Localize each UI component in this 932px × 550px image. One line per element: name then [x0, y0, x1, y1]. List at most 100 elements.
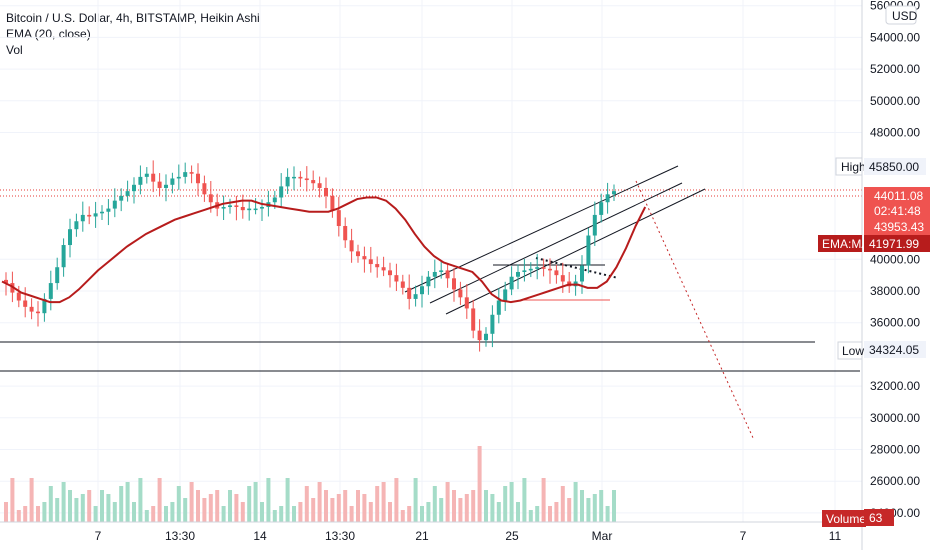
candle-body [330, 195, 335, 211]
candle-body [477, 330, 482, 341]
last-price: 44011.08 [874, 189, 923, 203]
candle-body [349, 240, 354, 252]
candle-body [170, 178, 175, 185]
candle-body [407, 287, 412, 299]
channel-line [404, 165, 679, 293]
volume-bar [23, 506, 28, 522]
x-tick-label: 21 [415, 529, 429, 543]
candle-body [426, 276, 431, 287]
volume-bar [48, 486, 53, 522]
last-price-tag [864, 187, 930, 237]
chart-grid [0, 0, 862, 522]
volume-bar [208, 494, 213, 522]
candle-body [29, 306, 34, 312]
volume-bar [426, 502, 431, 522]
volume-bar [176, 486, 181, 522]
volume-bar [247, 486, 252, 522]
volume-bar [554, 502, 559, 522]
volume-bar [560, 486, 565, 522]
volume-bar [484, 490, 488, 522]
candle-body [586, 235, 591, 266]
candle-body [272, 197, 277, 203]
candle-body [23, 300, 28, 307]
open-price: 43953.43 [874, 220, 924, 234]
x-tick-label: 11 [829, 529, 842, 543]
candle-body [554, 270, 559, 276]
y-tick-label: 48000.00 [870, 126, 920, 140]
volume-bar [349, 506, 354, 522]
candle-body [439, 270, 444, 272]
volume-bar [567, 498, 572, 522]
candle-body [484, 333, 488, 341]
volume-bar [375, 486, 380, 522]
x-tick-label: Mar [592, 529, 613, 543]
x-tick-label: 7 [740, 529, 747, 543]
candle-body [176, 176, 181, 179]
volume-bar [68, 490, 72, 522]
volume-bar [317, 482, 322, 522]
candle-body [580, 265, 584, 282]
volume-label-bg [822, 510, 866, 527]
volume-bar [42, 502, 47, 522]
y-tick-label: 40000.00 [870, 252, 920, 266]
price-axis: 56000.0054000.0052000.0050000.0048000.00… [861, 0, 920, 550]
volume-bar [112, 502, 117, 522]
vol-legend: Vol [6, 43, 23, 57]
candle-body [368, 259, 373, 265]
candle-body [503, 289, 508, 301]
candle-body [458, 289, 463, 298]
volume-bar [420, 506, 424, 522]
candle-body [528, 268, 533, 271]
low-label: Low [842, 344, 864, 358]
volume-bar [535, 506, 540, 522]
volume-bar [272, 510, 277, 522]
dotted-trend [535, 257, 619, 279]
x-tick-label: 13:30 [165, 529, 195, 543]
volume-bar [253, 482, 258, 522]
candle-body [247, 208, 252, 211]
y-tick-label: 32000.00 [870, 379, 920, 393]
candle-body [336, 210, 341, 227]
candle-body [452, 278, 456, 290]
x-tick-label: 25 [505, 529, 519, 543]
currency-badge [885, 5, 917, 25]
volume-bar [215, 490, 220, 522]
candle-body [87, 214, 92, 217]
currency-label: USD [892, 9, 918, 23]
volume-bar [292, 506, 296, 522]
candle-body [208, 194, 213, 203]
projection-arrow [635, 180, 755, 441]
volume-bar [496, 502, 501, 522]
x-tick-label: 7 [95, 529, 102, 543]
candle-body [112, 200, 117, 209]
support-lines [0, 189, 862, 372]
candle-body [592, 214, 597, 236]
candle-body [228, 205, 232, 207]
high-label-bg [835, 157, 863, 176]
volume-bar [189, 482, 194, 522]
volume-bar [106, 494, 111, 522]
candle-body [202, 183, 207, 195]
volume-bar [36, 506, 40, 522]
channel-line [445, 188, 706, 315]
volume-bar [400, 510, 405, 522]
volume-bar [330, 498, 335, 522]
volume-bar [388, 502, 392, 522]
volume-bar [74, 498, 79, 522]
ema-label-bg [818, 235, 862, 252]
candle-body [61, 245, 66, 268]
candle-body [260, 206, 264, 209]
volume-bar [183, 498, 188, 522]
candle-body [55, 267, 60, 284]
volume-bar [16, 510, 21, 522]
countdown: 02:41:48 [874, 204, 921, 218]
volume-bar [413, 478, 418, 522]
volume-bar [100, 490, 104, 522]
candle-body [400, 281, 405, 288]
volume-bar [458, 498, 463, 522]
candle-body [100, 211, 104, 214]
volume-bar [157, 478, 162, 522]
high-value: 45850.00 [869, 160, 919, 174]
